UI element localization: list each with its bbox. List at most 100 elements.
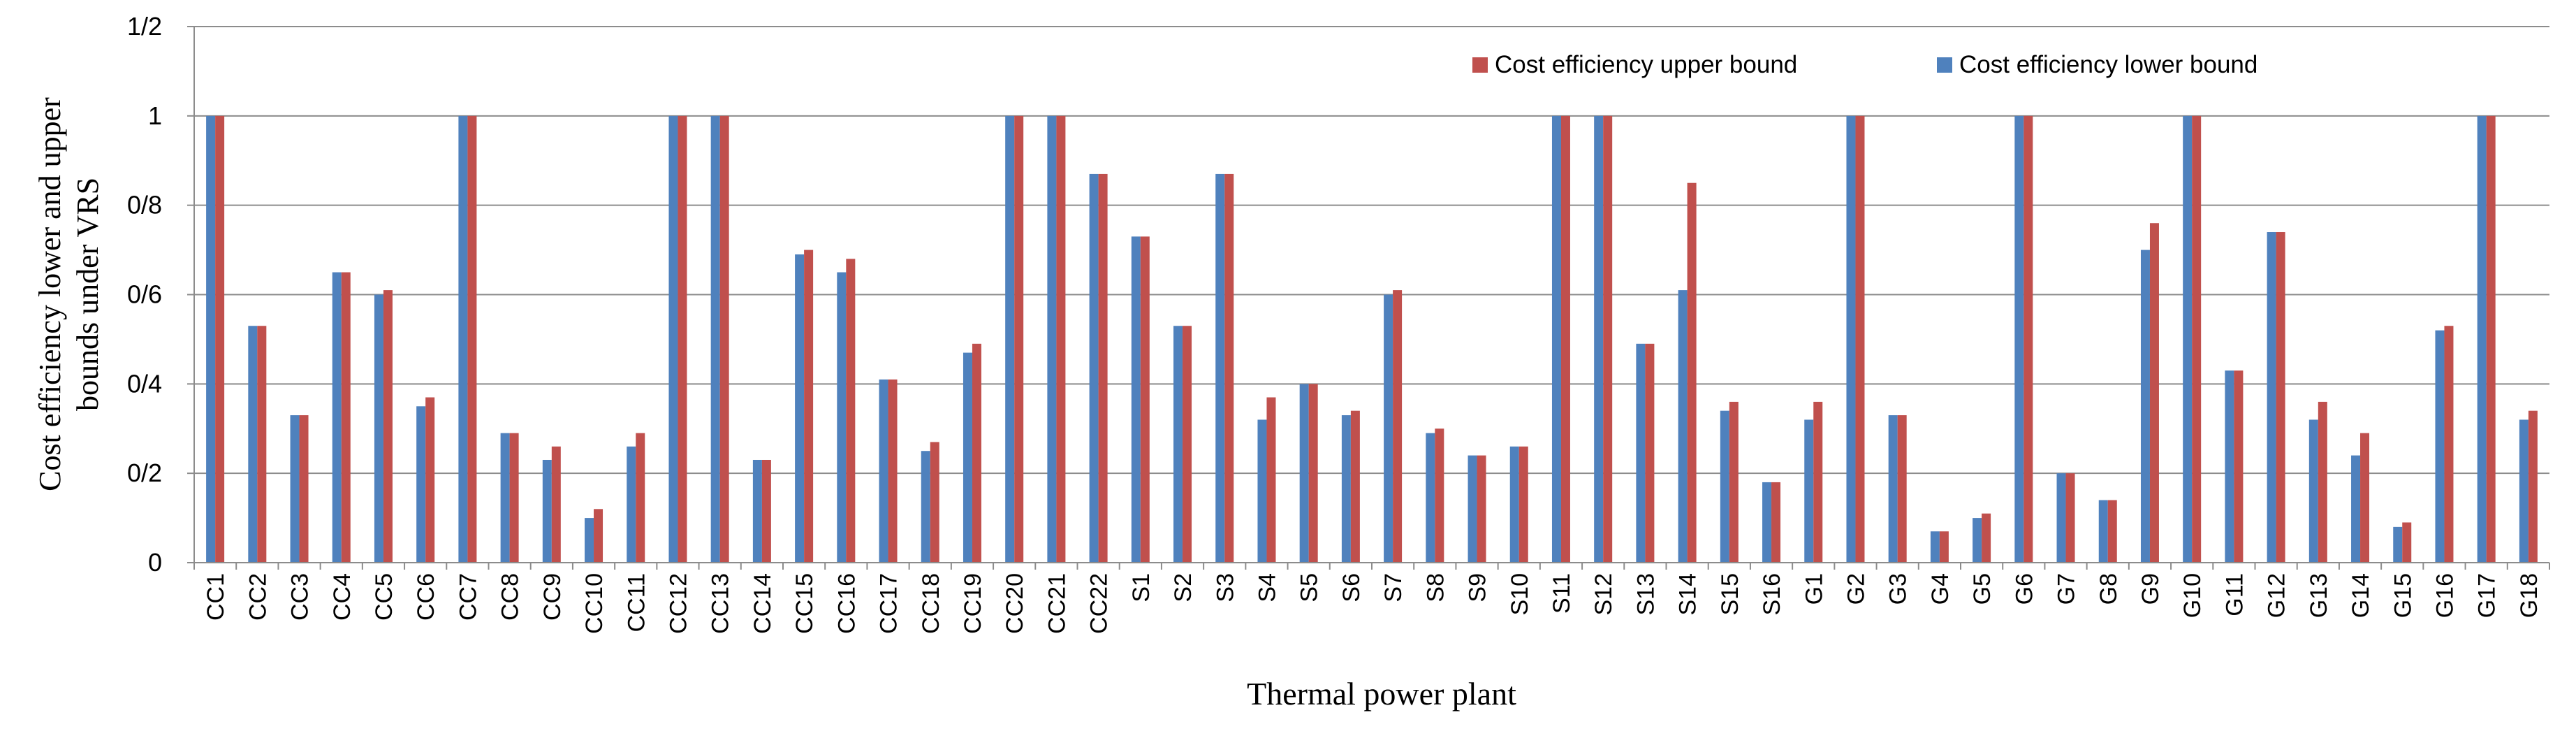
x-tick-label: S15 [1717,573,1743,616]
bar-upper-cc9 [551,446,561,563]
bar-lower-g14 [2351,455,2361,563]
y-axis-title-line: bounds under VRS [71,178,105,411]
x-tick-label: S2 [1170,573,1196,602]
x-tick-label: G7 [2054,573,2080,605]
x-tick-label: CC8 [497,573,524,621]
bar-upper-s14 [1687,182,1697,563]
bars [206,115,2538,563]
bar-upper-g8 [2107,500,2117,563]
bar-upper-g5 [1982,513,1991,563]
bar-lower-cc22 [1089,173,1099,563]
bar-upper-cc13 [719,115,729,563]
bar-lower-s6 [1341,415,1351,563]
legend: Cost efficiency upper bound Cost efficien… [1472,51,2257,78]
y-tick-label: 1 [148,101,162,130]
bar-lower-g7 [2056,473,2066,563]
bar-lower-g11 [2225,370,2234,563]
bar-lower-cc10 [585,518,594,563]
x-tick-label: S3 [1212,573,1238,602]
bar-lower-cc2 [248,326,258,563]
bar-lower-g8 [2098,500,2108,563]
bar-upper-g7 [2065,473,2075,563]
legend-label: Cost efficiency upper bound [1495,51,1797,78]
bar-lower-cc14 [752,459,762,563]
bar-lower-cc7 [458,115,468,563]
bar-upper-g12 [2276,232,2285,563]
bar-upper-cc15 [804,250,814,563]
x-tick-label: CC11 [623,573,650,632]
bar-lower-g4 [1930,531,1940,563]
bar-upper-s16 [1771,482,1781,563]
bar-lower-g18 [2519,419,2529,563]
x-tick-label: CC12 [665,573,691,634]
bar-lower-g5 [1973,518,1982,563]
x-tick-label: S13 [1632,573,1659,616]
bar-upper-cc16 [846,259,856,563]
x-tick-label: G2 [1843,573,1869,605]
bar-lower-s2 [1173,326,1183,563]
bar-lower-cc15 [795,254,805,563]
bar-lower-s11 [1551,115,1561,563]
legend-label: Cost efficiency lower bound [1959,51,2257,78]
bar-upper-s5 [1308,384,1318,563]
bar-lower-g12 [2267,232,2276,563]
bar-lower-cc16 [837,272,847,563]
bar-lower-g15 [2393,526,2403,563]
bar-lower-s16 [1762,482,1772,563]
x-tick-label: CC21 [1044,573,1070,634]
x-tick-label: CC5 [371,573,397,621]
bar-lower-s1 [1131,236,1141,563]
x-tick-label: CC19 [960,573,986,634]
bar-lower-s13 [1636,343,1646,563]
bar-upper-cc1 [215,115,225,563]
x-tick-label: G12 [2264,573,2290,618]
bar-upper-g15 [2402,522,2412,563]
bar-upper-s3 [1224,173,1234,563]
x-tick-label: CC10 [581,573,608,634]
bar-lower-cc3 [290,415,300,563]
bar-upper-s11 [1560,115,1570,563]
axes [187,26,2550,570]
bar-lower-cc18 [921,451,930,563]
bar-upper-g14 [2360,433,2370,563]
bar-lower-cc13 [710,115,720,563]
x-tick-label: CC14 [749,573,776,634]
bar-lower-s10 [1509,446,1519,563]
bar-upper-cc5 [383,290,393,563]
x-tick-label: G5 [1969,573,1996,605]
bar-lower-g10 [2183,115,2193,563]
bar-lower-g17 [2477,115,2487,563]
x-tick-label: G13 [2306,573,2332,618]
bar-upper-s7 [1393,290,1403,563]
x-tick-label: CC9 [539,573,566,621]
x-tick-label: G14 [2348,573,2374,618]
bar-lower-cc8 [500,433,510,563]
legend-swatch [1472,57,1488,73]
x-tick-label: S12 [1590,573,1617,616]
x-tick-label: G4 [1927,573,1954,605]
x-tick-label: G6 [2011,573,2037,605]
bar-lower-s5 [1299,384,1309,563]
bar-lower-cc11 [627,446,636,563]
bar-lower-cc17 [879,379,888,563]
x-tick-label: CC15 [791,573,818,634]
bar-lower-s12 [1594,115,1604,563]
bar-upper-s1 [1140,236,1150,563]
bar-upper-s13 [1645,343,1655,563]
x-tick-label: G3 [1885,573,1912,605]
x-tick-label: CC2 [244,573,271,621]
y-tick-label: 1/2 [127,12,162,41]
bar-upper-g1 [1813,401,1823,563]
x-tick-label: CC13 [708,573,734,634]
y-tick-label: 0 [148,548,162,577]
bar-lower-g9 [2140,250,2150,563]
bar-upper-s9 [1477,455,1486,563]
bar-upper-s8 [1435,428,1444,563]
bar-lower-g13 [2308,419,2318,563]
bar-lower-g1 [1804,419,1814,563]
legend-swatch [1937,57,1952,73]
y-axis-title-line: Cost efficiency lower and upper [33,97,67,491]
bar-lower-cc21 [1047,115,1057,563]
bar-lower-s3 [1215,173,1225,563]
